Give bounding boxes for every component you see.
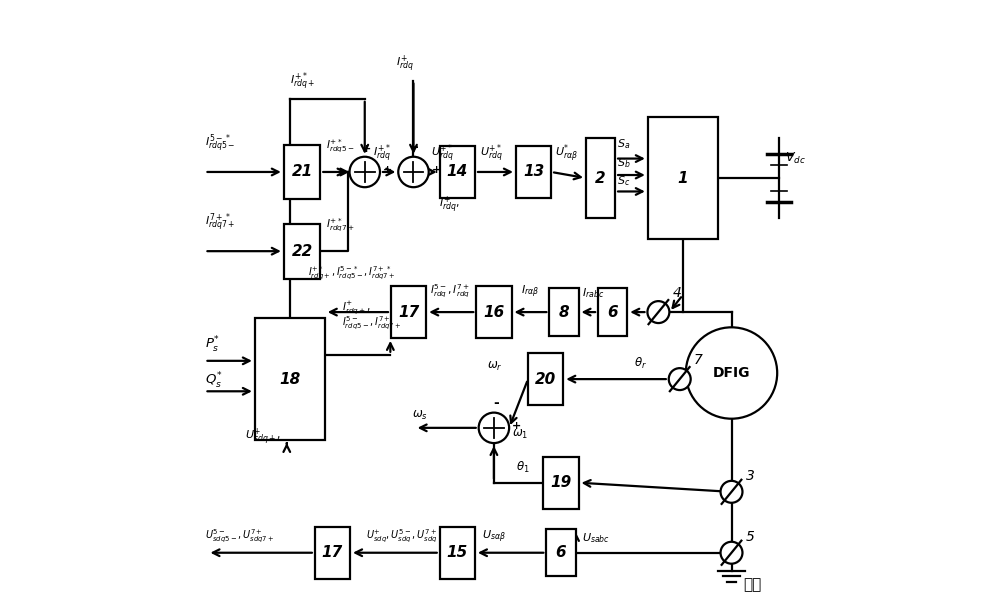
Bar [284,144,320,200]
Text: $I_{rabc}$: $I_{rabc}$ [582,286,605,300]
Text: 8: 8 [559,305,569,319]
Text: 13: 13 [523,165,544,179]
Bar [586,138,615,218]
Text: 17: 17 [322,545,343,560]
Text: $V_{dc}$: $V_{dc}$ [785,151,806,166]
Text: $I^{+}_{rdq+},$: $I^{+}_{rdq+},$ [342,300,370,316]
Text: 14: 14 [447,165,468,179]
Circle shape [686,327,777,419]
Text: 17: 17 [398,305,419,319]
Text: $I^{+}_{rdq},$: $I^{+}_{rdq},$ [439,194,460,215]
Text: $U^{+}_{sdq},U^{5-}_{sdq},U^{7+}_{sdq}$: $U^{+}_{sdq},U^{5-}_{sdq},U^{7+}_{sdq}$ [366,528,438,545]
Text: $U^{+*}_{rdq}$: $U^{+*}_{rdq}$ [480,143,503,165]
Bar [255,318,325,440]
Text: 5: 5 [746,529,754,543]
Text: +: + [512,421,521,431]
Text: 6: 6 [556,545,566,560]
Text: 19: 19 [550,475,572,490]
Circle shape [669,368,691,390]
Text: $I^{+*}_{rdq}$: $I^{+*}_{rdq}$ [373,143,391,165]
Text: $U^{+}_{sdq+},$: $U^{+}_{sdq+},$ [245,427,282,447]
Text: $I^{+*}_{rdq+},I^{5-*}_{rdq5-},I^{7+*}_{rdq7+}$: $I^{+*}_{rdq+},I^{5-*}_{rdq5-},I^{7+*}_{… [308,264,395,282]
Circle shape [721,542,742,564]
Text: $\omega_r$: $\omega_r$ [487,360,502,373]
Text: +: + [362,144,371,154]
Text: 1: 1 [677,171,688,185]
Text: $U^{+*}_{rdq}$: $U^{+*}_{rdq}$ [431,143,454,165]
Text: 21: 21 [291,165,313,179]
Bar [476,286,512,338]
Circle shape [398,157,429,187]
Circle shape [479,412,509,443]
Text: -: - [412,140,418,154]
Circle shape [647,301,669,323]
Text: $\omega_s$: $\omega_s$ [412,409,428,422]
Text: $S_a$: $S_a$ [617,138,630,151]
Circle shape [350,157,380,187]
Bar [284,224,320,278]
Text: $U^{*}_{r\alpha\beta}$: $U^{*}_{r\alpha\beta}$ [555,143,578,165]
Text: 16: 16 [483,305,505,319]
Text: $U_{s\alpha\beta}$: $U_{s\alpha\beta}$ [482,528,506,545]
Text: 4: 4 [672,286,681,300]
Text: $I^{+}_{rdq}$: $I^{+}_{rdq}$ [396,54,414,75]
Bar [440,146,475,198]
Text: $I^{5-}_{rdq},I^{7+}_{rdq}$: $I^{5-}_{rdq},I^{7+}_{rdq}$ [430,283,470,300]
Text: +: + [432,165,441,175]
Text: 22: 22 [291,244,313,259]
Text: $I^{5-}_{rdq5-},I^{7+}_{rdq7+}$: $I^{5-}_{rdq5-},I^{7+}_{rdq7+}$ [342,314,401,332]
Text: 3: 3 [746,469,754,483]
Bar [315,527,350,578]
Text: +: + [383,165,392,175]
Text: -: - [493,395,499,409]
Bar [516,146,551,198]
Text: $I^{+*}_{rdq5-}$: $I^{+*}_{rdq5-}$ [326,138,355,155]
Bar [648,117,718,239]
Text: $U_{sabc}$: $U_{sabc}$ [582,531,610,545]
Text: 2: 2 [595,171,606,185]
Text: $\theta_r$: $\theta_r$ [634,356,647,371]
Text: 电网: 电网 [744,577,762,592]
Bar [440,527,475,578]
Text: $P^{*}_{s}$: $P^{*}_{s}$ [205,335,220,355]
Text: $I^{7+*}_{rdq7+}$: $I^{7+*}_{rdq7+}$ [205,212,235,234]
Text: $\omega_1$: $\omega_1$ [512,428,529,441]
Text: 18: 18 [279,371,300,387]
Text: $I^{+*}_{rdq+}$: $I^{+*}_{rdq+}$ [290,70,315,93]
Bar [391,286,426,338]
Bar [598,288,627,336]
Bar [549,288,579,336]
Text: $I^{5-*}_{rdq5-}$: $I^{5-*}_{rdq5-}$ [205,133,235,155]
Text: $Q^{*}_{s}$: $Q^{*}_{s}$ [205,371,222,391]
Text: $I^{+*}_{rdq7+}$: $I^{+*}_{rdq7+}$ [326,217,355,234]
Text: 20: 20 [535,371,556,387]
Text: 7: 7 [694,353,703,367]
Circle shape [721,481,742,503]
Bar [546,529,576,577]
Text: $I_{r\alpha\beta}$: $I_{r\alpha\beta}$ [521,283,540,300]
Text: $S_c$: $S_c$ [617,174,630,188]
Text: $S_b$: $S_b$ [617,156,631,170]
Text: $U^{5-}_{sdq5-},U^{7+}_{sdq7+}$: $U^{5-}_{sdq5-},U^{7+}_{sdq7+}$ [205,528,274,545]
Text: 6: 6 [607,305,618,319]
Bar [543,457,579,509]
Bar [528,353,563,405]
Text: 15: 15 [447,545,468,560]
Text: DFIG: DFIG [713,366,750,380]
Text: $\theta_1$: $\theta_1$ [516,460,530,476]
